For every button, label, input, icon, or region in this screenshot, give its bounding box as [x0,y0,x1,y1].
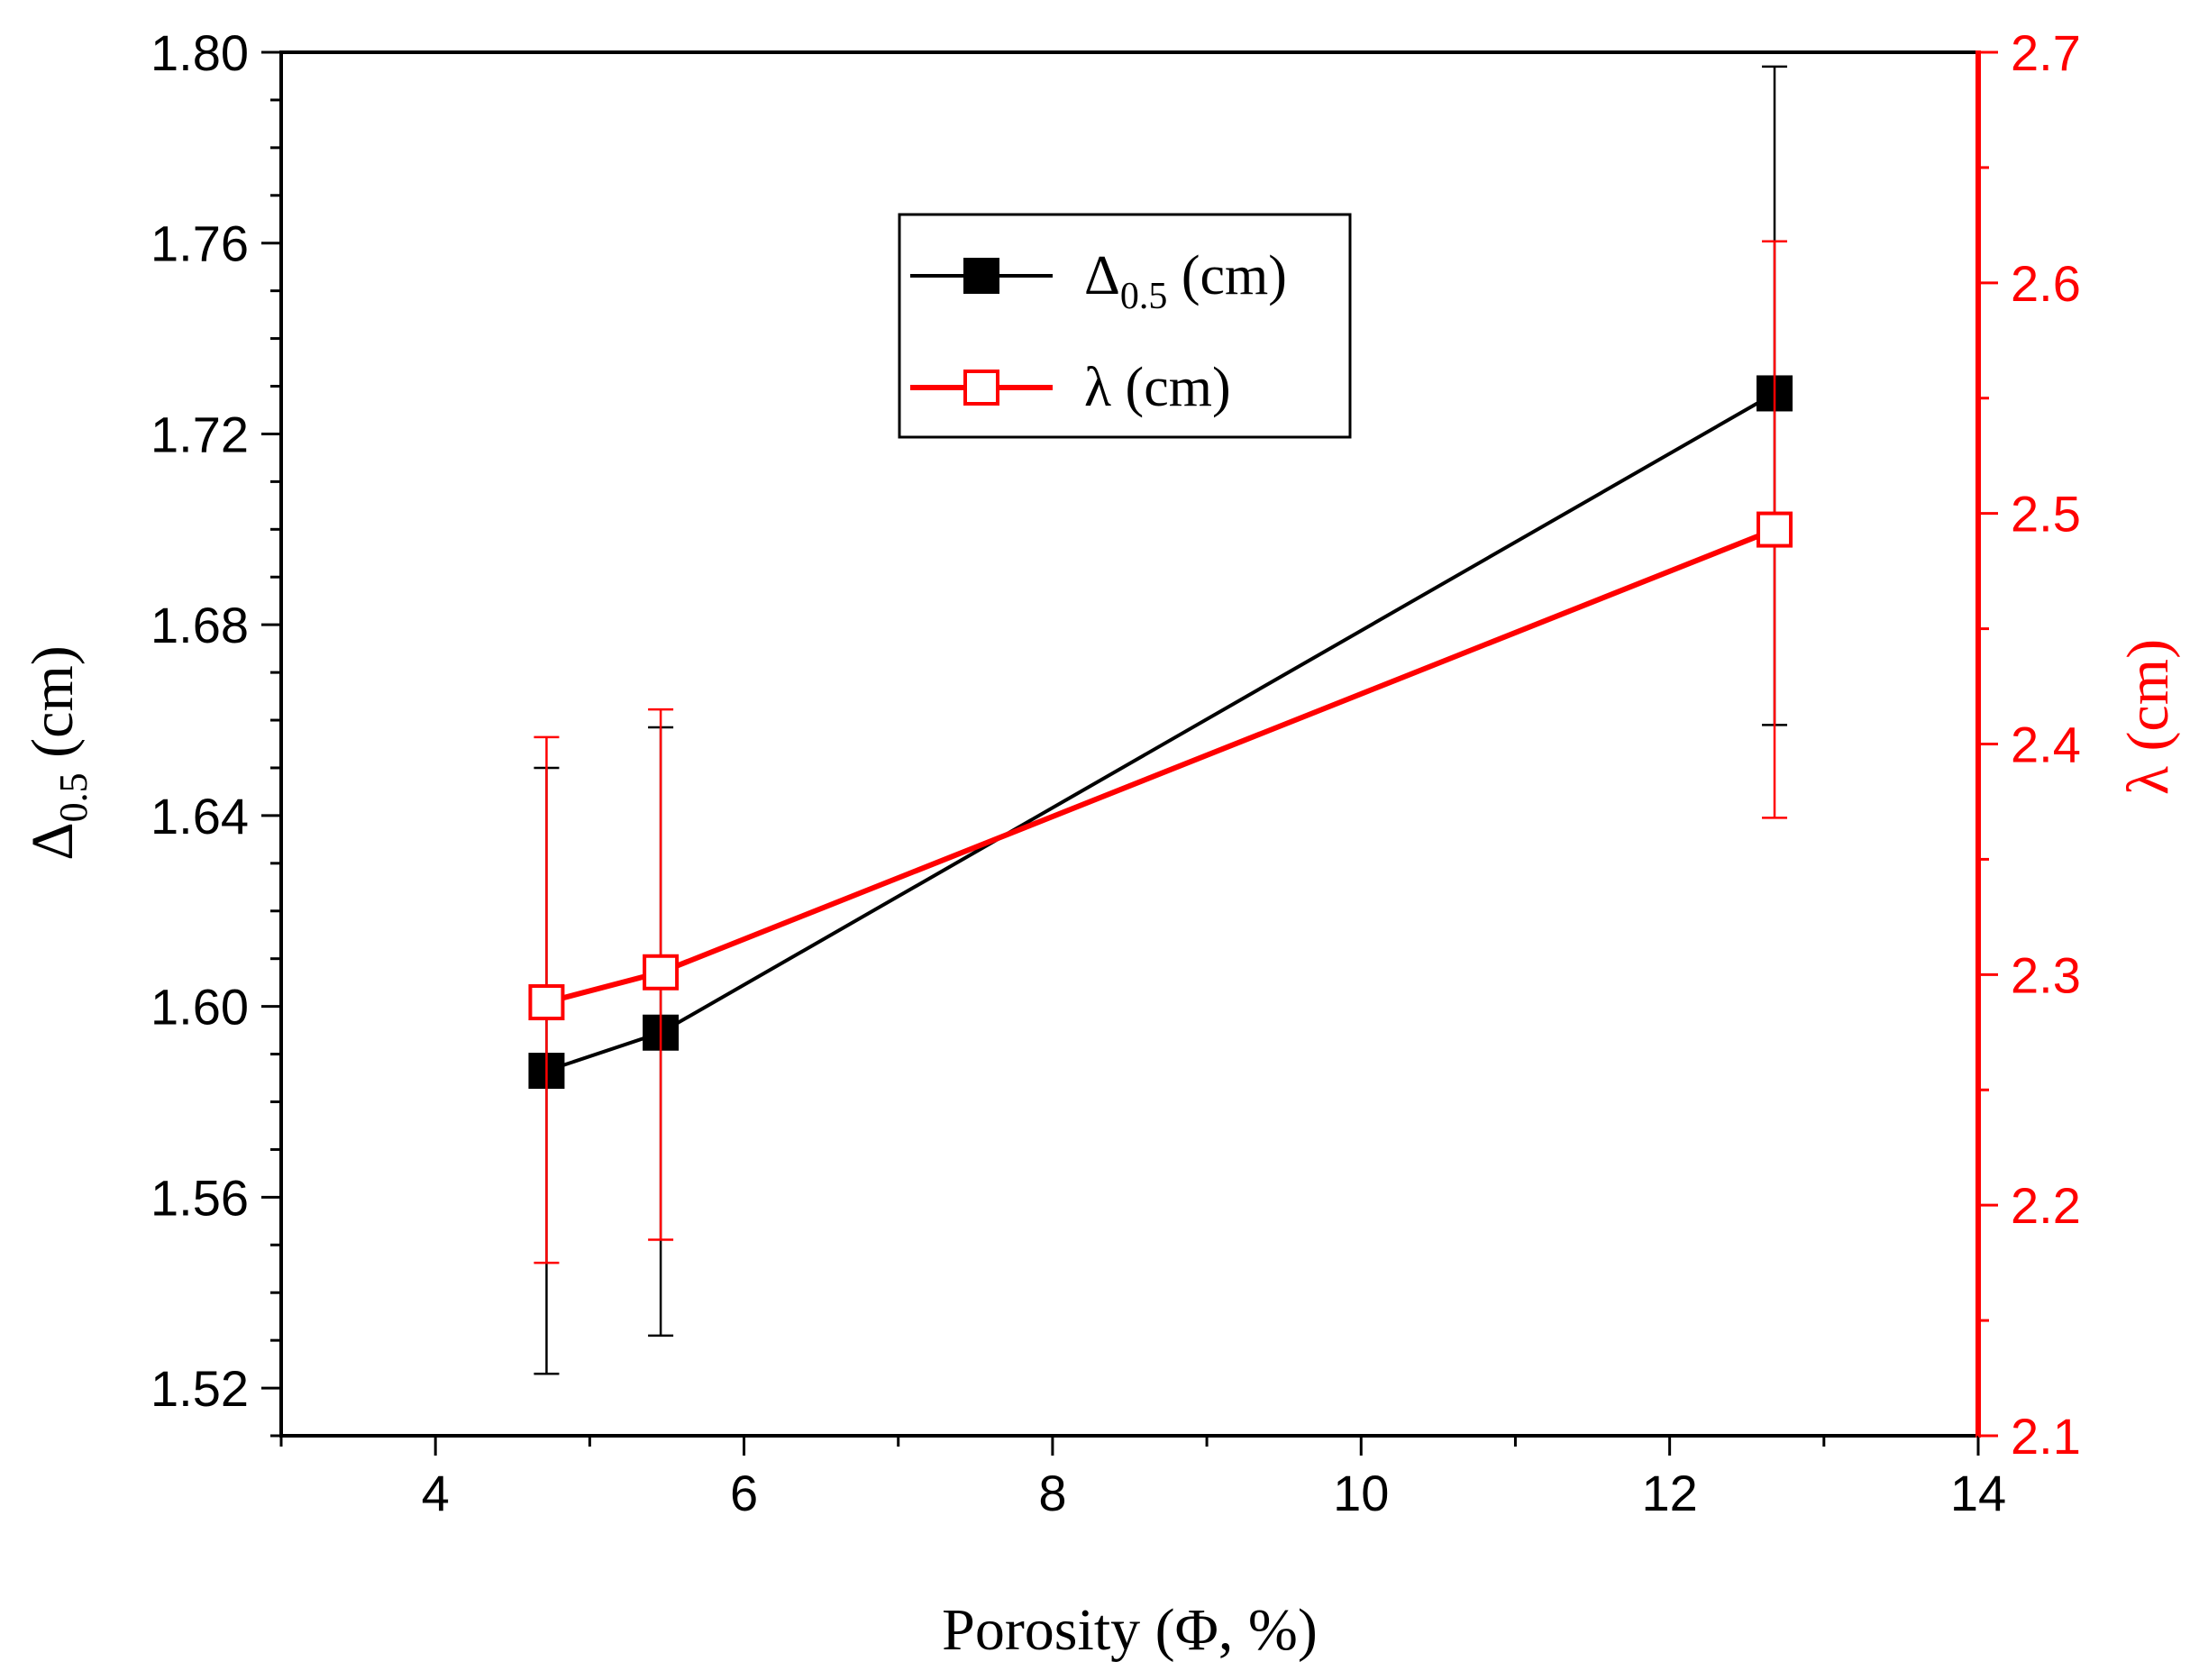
legend-marker [963,370,999,406]
y-axis-title-subscript: 0.5 [51,772,96,822]
y-tick-label: 1.80 [151,24,249,81]
y-tick-label: 1.76 [151,215,249,272]
data-point [643,954,680,991]
data-point [1756,511,1793,548]
y-tick-label: 1.56 [151,1169,249,1226]
y-axis-title-unit: (cm) [20,645,86,772]
legend-label-subscript: 0.5 [1120,276,1168,317]
x-tick-label: 6 [730,1465,758,1521]
labels-layer: 4 6 8 10 12 14 1.52 1.56 1.60 1.64 1.68 1.72 1.76 1.8… [20,24,2181,1663]
series-line [545,391,1776,1073]
x-tick-label: 8 [1038,1465,1066,1521]
axes-layer [261,50,1998,1456]
y2-tick-label: 2.6 [2011,255,2081,312]
y2-tick-label: 2.1 [2011,1408,2081,1465]
legend-label-unit: (cm) [1167,245,1287,306]
legend-marker [963,258,999,294]
y2-tick-label: 2.7 [2011,24,2081,81]
legend-label-main: λ (cm) [1084,357,1231,418]
y-tick-label: 1.64 [151,788,249,845]
y2-axis-title: λ (cm) [2115,639,2181,795]
series-line [545,526,1776,1005]
legend-item-delta: Δ0.5 (cm) [910,245,1287,317]
y-tick-label: 1.60 [151,979,249,1036]
x-tick-label: 12 [1641,1465,1697,1521]
y2-tick-label: 2.5 [2011,486,2081,543]
y2-tick-label: 2.3 [2011,946,2081,1003]
y-tick-label: 1.52 [151,1360,249,1417]
legend-label-main: Δ [1084,245,1120,306]
x-axis-title: Porosity (Φ, %) [942,1597,1318,1663]
series-layer [528,65,1793,1375]
x-tick-label: 10 [1333,1465,1389,1521]
x-tick-label: 4 [422,1465,450,1521]
y2-tick-label: 2.4 [2011,717,2081,773]
legend-label: Δ0.5 (cm) [1084,245,1287,317]
legend: Δ0.5 (cm) λ (cm) [898,213,1352,439]
x-tick-label: 14 [1950,1465,2006,1521]
legend-item-lambda: λ (cm) [910,357,1231,418]
y-axis-title: Δ0.5 (cm) [20,645,96,861]
y-tick-label: 1.68 [151,597,249,653]
data-point [528,984,565,1021]
y-axis-title-main: Δ [20,822,86,860]
y2-tick-label: 2.2 [2011,1177,2081,1234]
series-lambda [528,240,1793,1265]
y-tick-label: 1.72 [151,406,249,462]
legend-label: λ (cm) [1084,357,1231,418]
